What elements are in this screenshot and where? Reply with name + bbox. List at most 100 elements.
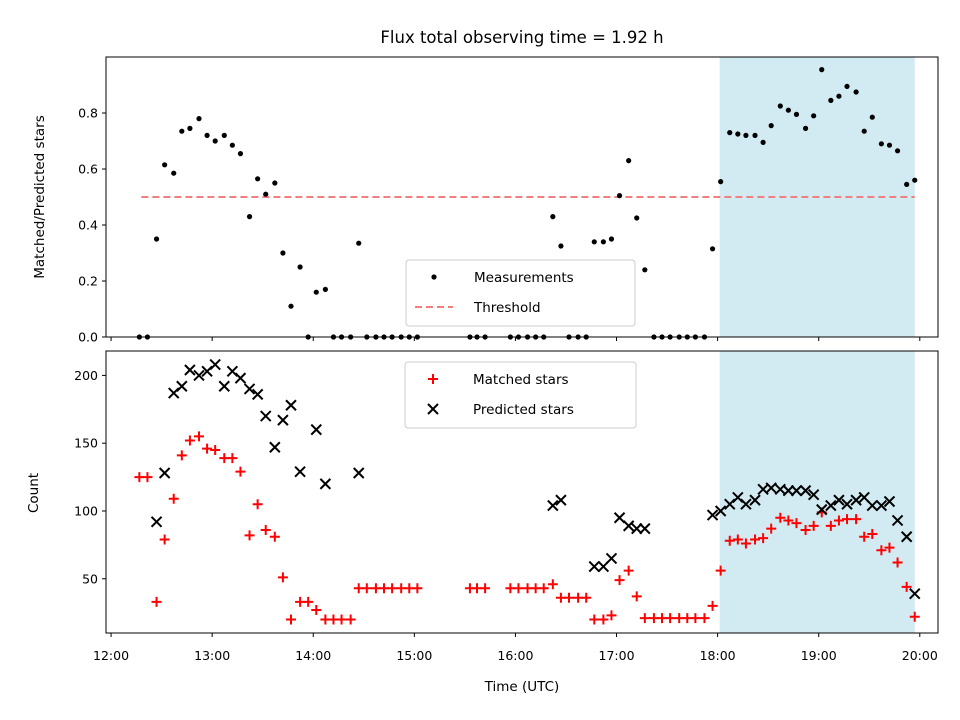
- measurement-point: [912, 177, 918, 183]
- measurement-point: [634, 215, 640, 221]
- predicted-star-point: [547, 499, 559, 512]
- legend-ratio: Measurements Threshold: [405, 259, 636, 327]
- measurement-point: [288, 303, 294, 309]
- measurement-point: [727, 130, 733, 136]
- matched-star-point: [227, 453, 238, 464]
- legend-label: Measurements: [474, 270, 574, 286]
- matched-star-point: [851, 514, 862, 525]
- matched-star-point: [387, 583, 398, 594]
- y-tick-label: 150: [74, 436, 98, 451]
- matched-star-point: [901, 581, 912, 592]
- matched-star-point: [184, 435, 195, 446]
- y-tick-label: 0.6: [78, 162, 98, 177]
- matched-star-point: [867, 529, 878, 540]
- predicted-star-point: [277, 414, 289, 426]
- legend-predicted-marker: [427, 403, 439, 415]
- measurement-point: [793, 111, 800, 117]
- measurement-point: [600, 239, 606, 245]
- measurement-point: [550, 214, 556, 220]
- legend-box: [404, 361, 637, 429]
- measurement-point: [819, 67, 825, 73]
- x-tick-label: 13:00: [194, 648, 230, 663]
- matched-star-point: [361, 583, 372, 594]
- predicted-star-point: [900, 531, 913, 543]
- measurement-point: [356, 240, 362, 246]
- x-tick-label: 20:00: [902, 648, 938, 663]
- legend-matched-marker: [428, 374, 438, 384]
- predicted-star-point: [875, 499, 888, 512]
- measurement-point: [709, 246, 716, 252]
- measurement-point: [263, 191, 269, 197]
- x-tick-label: 14:00: [295, 648, 331, 663]
- measurement-point: [760, 139, 766, 145]
- measurement-point: [844, 83, 850, 89]
- predicted-star-point: [234, 372, 247, 384]
- matched-star-point: [159, 534, 170, 545]
- matched-star-point: [833, 515, 844, 526]
- predicted-star-point: [269, 441, 281, 453]
- measurement-point: [608, 236, 615, 242]
- y-tick-label: 200: [74, 368, 98, 383]
- predicted-star-point: [706, 509, 719, 521]
- y-tick-label: 100: [74, 503, 98, 518]
- predicted-star-point: [588, 560, 600, 573]
- measurement-point: [718, 179, 724, 185]
- y-tick-label: 0.8: [78, 106, 98, 121]
- measurement-point: [162, 162, 168, 168]
- measurement-point: [894, 148, 901, 154]
- predicted-star-point: [765, 482, 777, 494]
- measurement-point: [743, 132, 749, 138]
- matched-star-point: [699, 613, 710, 624]
- measurement-point: [735, 131, 741, 137]
- matched-star-point: [194, 431, 205, 442]
- matched-star-point: [614, 575, 625, 586]
- matched-star-point: [690, 613, 701, 624]
- predicted-star-point: [891, 514, 904, 527]
- measurement-point: [768, 123, 774, 129]
- measurement-point: [212, 138, 218, 144]
- legend-count: Matched stars Predicted stars: [404, 361, 637, 429]
- matched-star-point: [606, 610, 617, 621]
- predicted-star-point: [353, 467, 365, 479]
- measurement-points: [136, 67, 918, 340]
- count-points: [134, 358, 921, 625]
- matched-star-point: [859, 531, 870, 542]
- predicted-star-point: [176, 380, 188, 392]
- matched-star-point: [277, 572, 288, 583]
- matched-star-point: [547, 579, 558, 590]
- matched-star-point: [631, 591, 642, 602]
- measurement-point: [861, 128, 867, 134]
- measurement-point: [904, 181, 910, 187]
- legend-measurements-marker: [431, 274, 437, 280]
- matched-star-point: [639, 613, 650, 624]
- measurement-point: [591, 239, 597, 245]
- matched-star-point: [825, 520, 836, 531]
- matched-star-point: [892, 557, 903, 568]
- y-tick-label: 50: [82, 571, 98, 586]
- x-tick-label: 16:00: [497, 648, 533, 663]
- matched-star-point: [876, 545, 887, 556]
- x-tick-label: 17:00: [599, 648, 635, 663]
- x-tick-label: 19:00: [801, 648, 837, 663]
- matched-star-point: [775, 512, 786, 523]
- legend-label: Matched stars: [473, 372, 569, 388]
- measurement-point: [802, 125, 809, 131]
- matched-star-point: [598, 614, 609, 625]
- measurement-point: [785, 107, 791, 113]
- predicted-star-point: [909, 587, 921, 600]
- matched-star-point: [513, 583, 524, 594]
- matched-star-point: [909, 611, 920, 622]
- x-axis-label: Time (UTC): [484, 679, 560, 695]
- predicted-star-point: [850, 494, 862, 506]
- matched-star-point: [758, 533, 769, 544]
- matched-star-point: [808, 520, 819, 531]
- y-tick-label: 0.2: [78, 274, 98, 289]
- matched-star-point: [564, 592, 575, 603]
- matched-star-point: [269, 531, 280, 542]
- predicted-star-point: [193, 369, 205, 382]
- measurement-point: [626, 158, 632, 164]
- plot-frame: [105, 56, 939, 338]
- predicted-star-point: [294, 465, 306, 478]
- measurement-point: [255, 176, 261, 182]
